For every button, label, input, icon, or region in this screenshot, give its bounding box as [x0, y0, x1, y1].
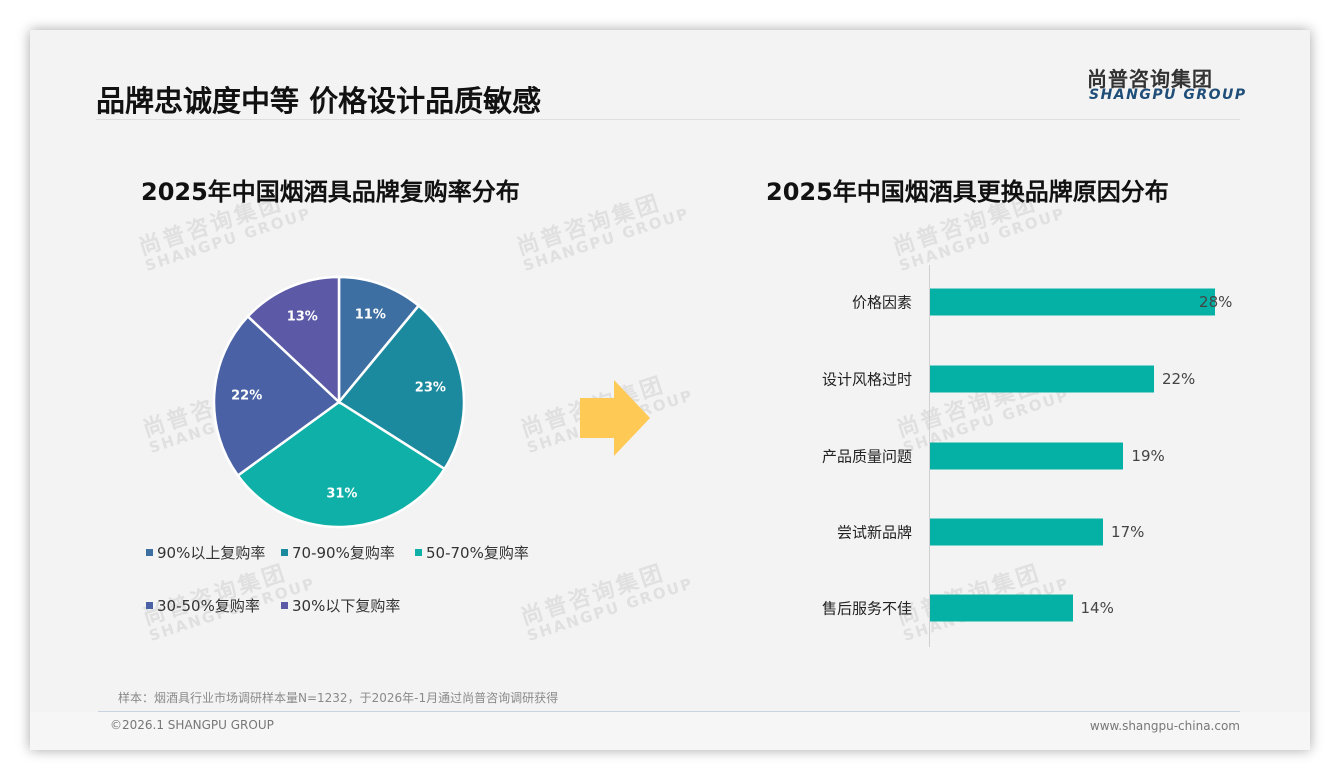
- pie-slice: [337, 303, 466, 471]
- website-link[interactable]: www.shangpu-china.com: [1089, 719, 1240, 733]
- footer: [30, 712, 1310, 750]
- bar-category-label: 尝试新品牌: [836, 523, 912, 542]
- legend-label: 50-70%复购率: [426, 544, 529, 562]
- bar-value-label: 14%: [1080, 599, 1114, 617]
- bar: [930, 365, 1154, 393]
- sample-note: 样本：烟酒具行业市场调研样本量N=1232，于2026年-1月通过尚普咨询调研获…: [118, 691, 559, 705]
- page-title: 品牌忠诚度中等 价格设计品质敏感: [96, 84, 542, 118]
- legend-swatch: [281, 549, 288, 556]
- bar: [930, 594, 1073, 622]
- bar-category-label: 价格因素: [851, 293, 912, 312]
- bar-chart-title: 2025年中国烟酒具更换品牌原因分布: [766, 178, 1169, 206]
- pie-slice-label: 31%: [326, 486, 358, 502]
- pie-slice: [212, 314, 341, 478]
- pie-slice: [337, 275, 421, 406]
- legend-swatch: [146, 549, 153, 556]
- bar-value-label: 17%: [1111, 523, 1145, 541]
- bar-value-label: 19%: [1131, 447, 1165, 465]
- legend-label: 70-90%复购率: [292, 544, 395, 562]
- pie-slice-label: 22%: [231, 388, 263, 404]
- legend-item: 50-70%复购率: [415, 542, 529, 563]
- legend-swatch: [146, 602, 153, 609]
- bar-value-label: 28%: [1199, 293, 1233, 311]
- pie-slice: [246, 275, 341, 405]
- logo-chinese: 尚普咨询集团: [1087, 67, 1213, 91]
- legend-label: 30-50%复购率: [157, 597, 260, 615]
- pie-slice-label: 13%: [286, 309, 318, 325]
- bar: [930, 518, 1104, 546]
- copyright: ©2026.1 SHANGPU GROUP: [110, 718, 274, 732]
- legend-label: 90%以上复购率: [157, 544, 266, 562]
- legend-item: 30-50%复购率: [146, 595, 260, 616]
- title-divider: [96, 119, 1240, 120]
- bar-category-label: 产品质量问题: [821, 447, 912, 466]
- legend-item: 30%以下复购率: [281, 595, 400, 616]
- legend-swatch: [281, 602, 288, 609]
- pie-chart-title: 2025年中国烟酒具品牌复购率分布: [141, 178, 520, 206]
- legend-label: 30%以下复购率: [292, 597, 401, 615]
- bar-value-label: 22%: [1161, 370, 1196, 388]
- pie-slice-label: 23%: [414, 380, 446, 396]
- legend-item: 70-90%复购率: [281, 542, 395, 563]
- pie-slice: [236, 400, 447, 529]
- legend-item: 90%以上复购率: [146, 542, 265, 563]
- bar: [930, 288, 1216, 316]
- slide: 品牌忠诚度中等 价格设计品质敏感 尚普咨询集团 SHANGPU GROUP 尚普…: [30, 30, 1310, 750]
- logo-english: SHANGPU GROUP: [1089, 87, 1247, 103]
- bar: [930, 442, 1124, 470]
- footer-divider: [98, 711, 1240, 712]
- bar-axis: [929, 265, 930, 647]
- legend-swatch: [415, 549, 422, 556]
- pie-slice-label: 11%: [354, 307, 386, 323]
- bar-category-label: 售后服务不佳: [821, 599, 912, 618]
- right-arrow-icon: [580, 380, 650, 456]
- bar-category-label: 设计风格过时: [821, 370, 912, 389]
